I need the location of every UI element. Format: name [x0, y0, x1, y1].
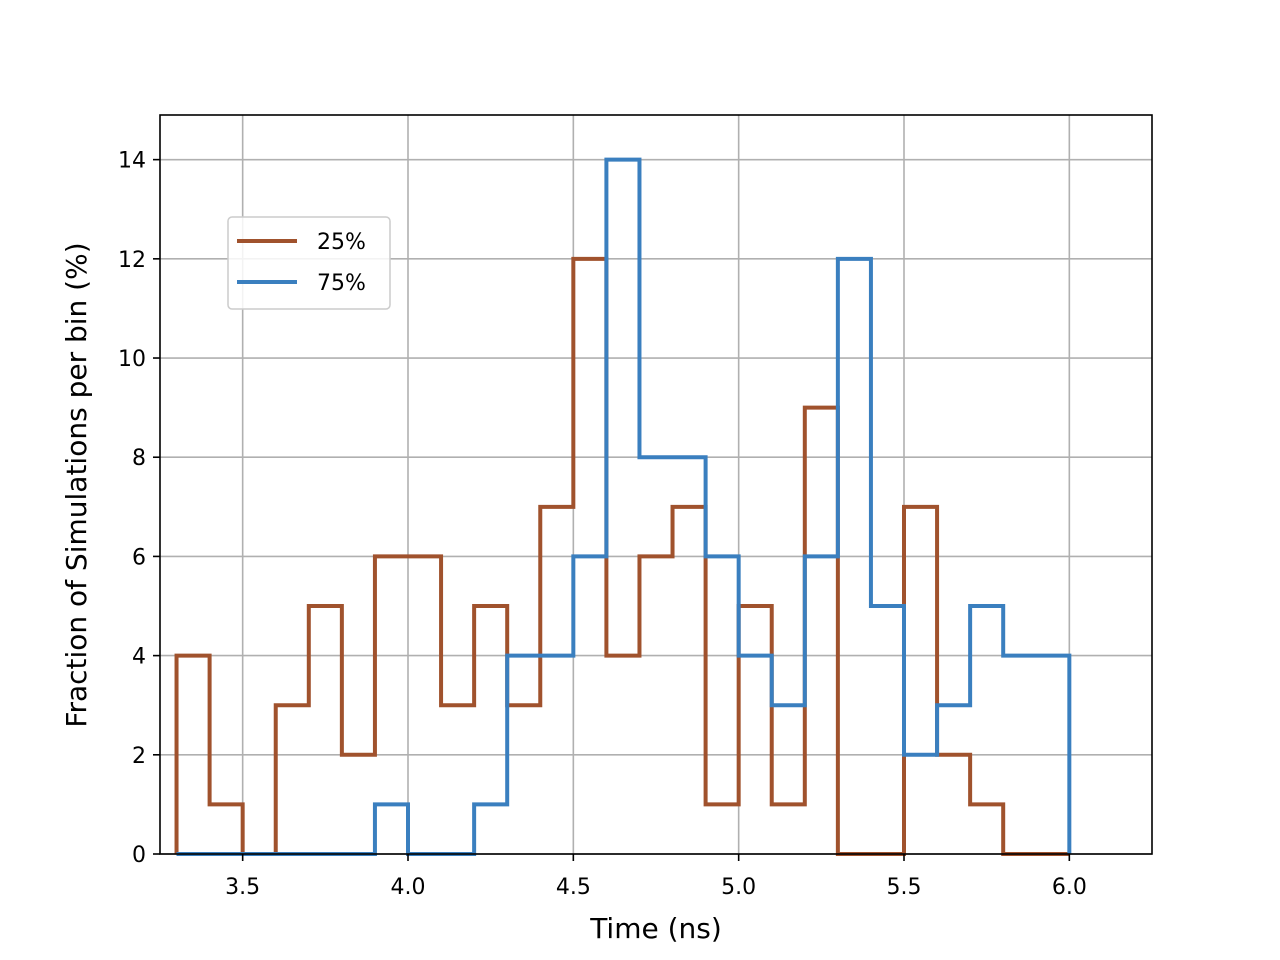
plot-frame — [159, 114, 1153, 855]
y-tick-label: 4 — [132, 645, 146, 670]
y-tick-label: 6 — [132, 545, 146, 570]
series-step-75 — [176, 157, 1072, 856]
x-tick-label: 3.5 — [225, 875, 260, 900]
y-tick-label: 14 — [118, 149, 146, 174]
y-tick-label: 0 — [132, 843, 146, 868]
histogram-series — [174, 157, 1072, 856]
y-tick-label: 8 — [132, 446, 146, 471]
y-tick-label: 12 — [118, 248, 146, 273]
x-tick-label: 4.0 — [391, 875, 426, 900]
legend-label-25: 25% — [317, 230, 366, 255]
y-axis-ticks: 0 2 4 6 8 10 12 14 — [118, 149, 160, 868]
x-tick-label: 5.5 — [887, 875, 922, 900]
y-tick-label: 2 — [132, 744, 146, 769]
x-tick-label: 6.0 — [1052, 875, 1087, 900]
x-axis-label: Time (ns) — [589, 912, 722, 945]
legend-label-75: 75% — [317, 271, 366, 296]
y-axis-label: Fraction of Simulations per bin (%) — [60, 242, 93, 727]
y-tick-label: 10 — [118, 347, 146, 372]
x-axis-ticks: 3.5 4.0 4.5 5.0 5.5 6.0 — [225, 854, 1087, 900]
x-tick-label: 5.0 — [721, 875, 756, 900]
x-tick-label: 4.5 — [556, 875, 591, 900]
legend: 25% 75% — [227, 216, 391, 310]
